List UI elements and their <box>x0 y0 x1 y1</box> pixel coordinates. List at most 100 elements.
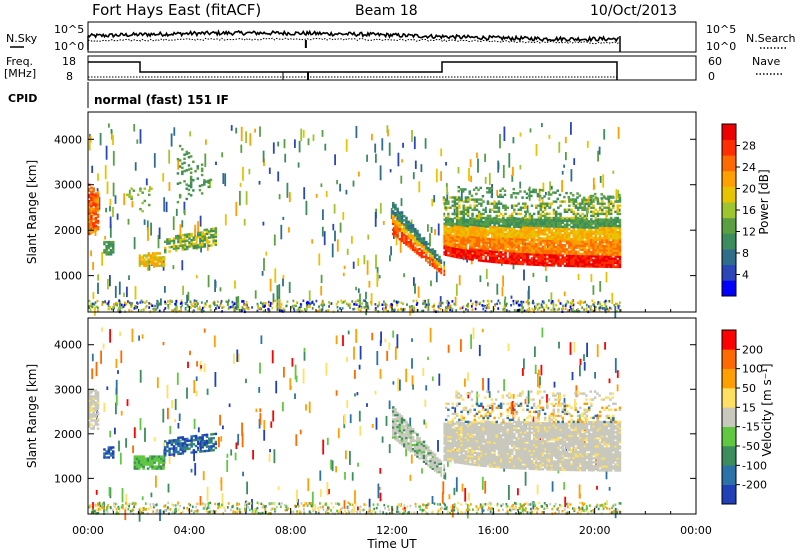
power-upper-cell <box>557 213 560 215</box>
power-near-range-cell <box>359 302 361 305</box>
power-band-cell <box>485 227 488 229</box>
velocity-near-range-cell <box>164 509 166 512</box>
power-band-cell <box>482 229 485 231</box>
power-upper-cell <box>518 203 521 205</box>
power-band-cell <box>542 229 545 231</box>
power-upper-cell <box>576 192 579 194</box>
power-band-cell <box>531 241 534 243</box>
power-arc-cell <box>396 208 399 210</box>
power-near-range-cell <box>272 302 274 305</box>
power-band-cell <box>548 248 551 250</box>
power-band-cell <box>496 257 499 259</box>
power-band-cell <box>471 244 474 246</box>
power-noise-cell <box>380 203 382 214</box>
power-band-cell <box>511 262 514 264</box>
power-band-cell <box>513 234 516 236</box>
power-upper-cell <box>482 213 485 215</box>
power-near-range-cell <box>228 306 230 309</box>
velocity-noise-cell <box>178 423 180 429</box>
power-near-range-cell <box>572 308 574 311</box>
power-sparse-cell <box>197 177 200 179</box>
power-upper-cell <box>537 213 540 215</box>
velocity-noise-cell <box>335 466 337 472</box>
power-band-cell <box>465 245 468 247</box>
power-upper-cell <box>518 213 521 215</box>
power-arc-cell <box>399 218 402 220</box>
power-band-cell <box>559 254 562 256</box>
power-near-range-cell <box>385 309 387 312</box>
velocity-near-range-cell <box>511 508 513 511</box>
power-band-cell <box>456 248 459 250</box>
velocity-near-range-cell <box>203 507 205 510</box>
velocity-near-range-cell <box>373 503 375 506</box>
power-upper-cell <box>595 217 598 219</box>
power-near-range-cell <box>144 302 146 305</box>
power-upper-cell <box>469 190 472 192</box>
power-noise-cell <box>92 262 94 270</box>
power-band-cell <box>590 263 593 265</box>
velocity-noise-cell <box>96 490 98 495</box>
power-patch-cell <box>173 237 176 239</box>
power-arc-cell <box>407 233 410 235</box>
power-upper-cell <box>581 203 584 205</box>
power-band-cell <box>496 230 499 232</box>
power-band-cell <box>522 238 525 240</box>
power-blob-cell <box>103 249 106 251</box>
velocity-near-range-cell <box>525 509 527 512</box>
power-noise-cell <box>336 180 338 184</box>
power-band-cell <box>504 247 507 249</box>
power-early-cell <box>90 195 93 197</box>
velocity-near-range-cell <box>360 509 362 512</box>
power-cbar-swatch <box>722 249 736 265</box>
velocity-near-range-cell <box>562 510 564 513</box>
power-noise-cell <box>398 153 400 167</box>
power-upper-cell <box>509 215 512 217</box>
power-noise-cell <box>115 195 117 204</box>
velocity-noise-cell <box>256 409 258 412</box>
velocity-near-range-cell <box>453 509 455 512</box>
power-noise-cell <box>115 286 117 298</box>
power-near-range-cell <box>271 307 273 310</box>
power-upper-cell <box>528 195 531 197</box>
power-sparse-cell <box>188 185 191 187</box>
power-band-cell <box>502 223 505 225</box>
power-band-cell <box>511 240 514 242</box>
power-cbar-tick-label: 8 <box>742 247 749 260</box>
power-early-cell <box>97 193 100 195</box>
power-near-range-cell <box>293 304 295 307</box>
power-noise-cell <box>606 272 608 283</box>
velocity-near-range-cell <box>480 506 482 509</box>
velocity-noise-cell <box>535 365 537 374</box>
power-sparse-cell <box>181 173 184 175</box>
power-upper-cell <box>543 195 546 197</box>
power-upper-cell <box>563 196 566 198</box>
power-upper-cell <box>520 209 523 211</box>
power-upper-cell <box>537 205 540 207</box>
power-band-cell <box>542 241 545 243</box>
velocity-noise-cell <box>203 471 205 480</box>
power-band-cell <box>487 246 490 248</box>
power-noise-cell <box>110 217 112 229</box>
power-upper-cell <box>551 203 554 205</box>
power-patch-cell <box>148 254 151 256</box>
power-band-cell <box>447 238 450 240</box>
velocity-noise-cell <box>168 484 170 493</box>
power-near-range-cell <box>199 307 201 310</box>
power-near-range-cell <box>337 306 339 309</box>
power-band-cell <box>557 262 560 264</box>
power-upper-cell <box>531 217 534 219</box>
power-band-cell <box>493 234 496 236</box>
power-noise-cell <box>530 128 532 132</box>
power-band-cell <box>599 225 602 227</box>
power-band-cell <box>535 264 538 266</box>
power-band-cell <box>557 252 560 254</box>
power-band-cell <box>542 237 545 239</box>
power-noise-cell <box>270 279 272 292</box>
power-noise-cell <box>470 159 472 167</box>
power-sparse-cell <box>192 161 195 163</box>
power-upper-cell <box>524 190 527 192</box>
power-band-cell <box>570 222 573 224</box>
power-upper-cell <box>570 217 573 219</box>
power-patch-cell <box>215 242 218 244</box>
power-patch-cell <box>175 245 178 247</box>
